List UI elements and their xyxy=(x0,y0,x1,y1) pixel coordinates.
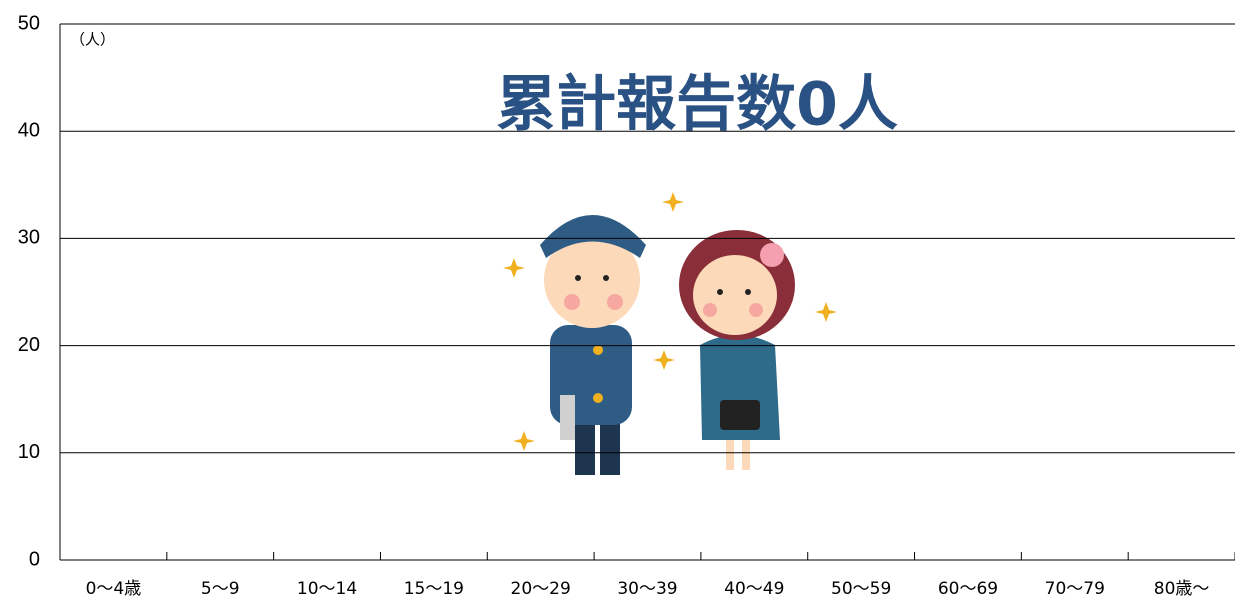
y-tick-label: 50 xyxy=(18,12,40,34)
illustration xyxy=(503,192,837,475)
x-tick-label: 20～29 xyxy=(511,579,571,599)
y-tick-label: 0 xyxy=(29,548,40,570)
x-tick-label: 15～19 xyxy=(404,579,464,599)
y-tick-label: 30 xyxy=(18,227,40,249)
x-tick-label: 40～49 xyxy=(724,579,784,599)
y-tick-label: 10 xyxy=(18,441,40,463)
x-tick-label: 5～9 xyxy=(201,579,240,599)
x-tick-label: 60～69 xyxy=(938,579,998,599)
x-tick-label: 80歳～ xyxy=(1154,579,1210,599)
annotation: 累計報告数0人 xyxy=(496,70,898,140)
x-tick-label: 0～4歳 xyxy=(86,579,142,599)
x-tick-label: 30～39 xyxy=(617,579,677,599)
y-tick-label: 20 xyxy=(18,334,40,356)
x-tick-label: 10～14 xyxy=(297,579,357,599)
x-tick-label: 70～79 xyxy=(1045,579,1105,599)
x-tick-label: 50～59 xyxy=(831,579,891,599)
unit-label: （人） xyxy=(70,31,115,49)
y-tick-label: 40 xyxy=(18,119,40,141)
